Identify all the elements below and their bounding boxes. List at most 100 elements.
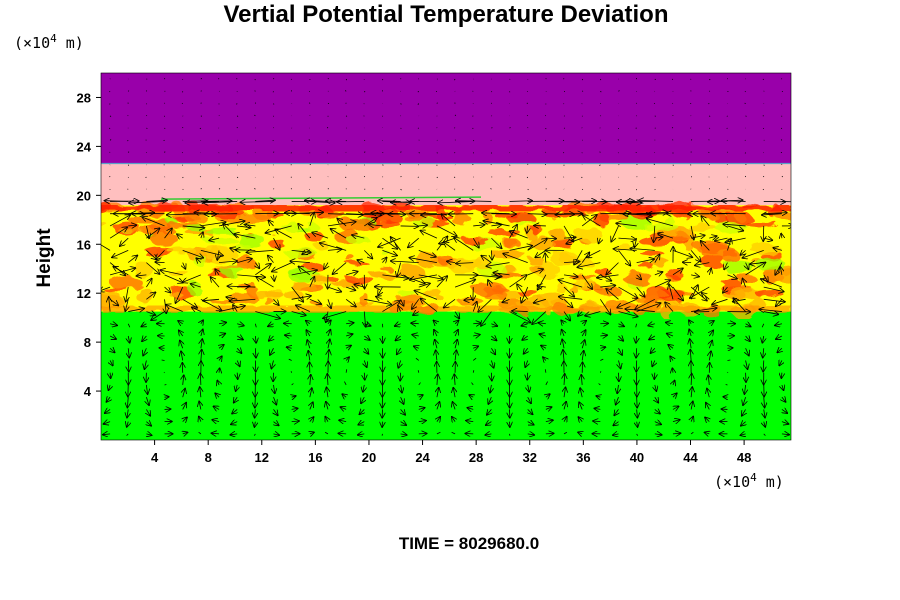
wind-vector: [127, 256, 137, 263]
wind-vector: [398, 306, 400, 311]
wind-vector: [649, 336, 656, 339]
wind-vector: [763, 164, 765, 166]
wind-vector: [690, 250, 700, 261]
wind-vector: [690, 431, 694, 435]
wind-vector: [103, 434, 111, 435]
wind-vector: [563, 431, 568, 435]
wind-vector: [707, 389, 709, 398]
wind-vector: [292, 396, 296, 397]
wind-vector: [780, 267, 782, 275]
turbulence-blob: [474, 255, 491, 270]
wind-vector: [199, 176, 202, 178]
y-tick-label: 24: [77, 139, 92, 154]
turbulence-blob: [559, 250, 577, 266]
turbulence-blob: [622, 272, 653, 285]
wind-vector: [364, 336, 369, 340]
wind-vector: [581, 253, 589, 263]
wind-vector: [236, 188, 238, 191]
wind-vector: [597, 275, 619, 278]
wind-vector: [327, 188, 329, 190]
wind-vector: [255, 335, 256, 343]
wind-vector: [526, 102, 528, 104]
wind-vector: [524, 348, 528, 353]
wind-vector: [436, 350, 437, 361]
wind-vector: [401, 422, 407, 425]
wind-vector: [563, 299, 572, 307]
wind-vector: [654, 280, 670, 288]
wind-vector: [364, 151, 366, 153]
wind-vector: [669, 284, 674, 300]
wind-vector: [781, 434, 789, 435]
wind-vector: [472, 188, 474, 191]
wind-vector: [254, 90, 256, 92]
wind-vector: [763, 286, 784, 291]
wind-vector: [763, 348, 764, 357]
wind-vector: [763, 312, 778, 315]
turbulence-blob: [457, 297, 484, 305]
wind-vector: [104, 422, 111, 424]
wind-vector: [185, 201, 220, 202]
wind-vector: [599, 238, 601, 243]
wind-vector: [326, 127, 329, 129]
wind-vector: [296, 305, 310, 312]
wind-vector: [510, 231, 528, 239]
wind-vector: [341, 407, 347, 409]
wind-vector: [237, 324, 244, 326]
turbulence-blob: [172, 286, 183, 292]
wind-vector: [763, 213, 787, 214]
wind-vector: [585, 311, 601, 316]
wind-vector: [109, 336, 116, 339]
wind-vector: [418, 421, 426, 422]
wind-vector: [254, 114, 256, 117]
wind-vectors: [101, 77, 791, 436]
wind-vector: [466, 421, 474, 422]
wind-vector: [635, 298, 655, 309]
wind-vector: [491, 324, 497, 326]
wind-vector: [364, 298, 391, 304]
wind-vector: [521, 324, 528, 326]
wind-vector: [648, 324, 655, 326]
wind-vector: [473, 225, 484, 226]
wind-vector: [562, 340, 564, 349]
wind-vector: [182, 250, 203, 257]
wind-vector: [762, 214, 782, 215]
wind-vector: [128, 335, 129, 343]
turbulence-blob: [715, 222, 749, 234]
wind-vector: [382, 164, 384, 166]
wind-vector: [617, 298, 637, 307]
wind-vector: [543, 357, 546, 360]
wind-vector: [491, 224, 501, 225]
wind-vector: [727, 225, 743, 231]
wind-vector: [651, 348, 655, 353]
x-axis-ticks: 4 8 12 16 20 24 28 32 36 40 44 48: [151, 440, 751, 465]
turbulence-blob: [574, 226, 603, 243]
wind-vector: [127, 323, 131, 328]
wind-vector: [127, 90, 130, 92]
turbulence-blob: [744, 221, 779, 227]
turbulence-blob: [450, 213, 472, 224]
wind-vector: [527, 214, 547, 215]
wind-vector: [320, 243, 347, 251]
wind-vector: [472, 357, 477, 361]
turbulence-blob: [398, 288, 417, 297]
turbulence-blob: [556, 282, 566, 295]
turbulent-top-edge: [101, 205, 791, 212]
wind-vector: [436, 176, 438, 179]
wind-vector: [619, 324, 624, 327]
wind-vector: [482, 213, 510, 214]
wind-vector: [581, 78, 584, 81]
wind-vector: [342, 394, 346, 397]
wind-vector: [415, 357, 420, 361]
wind-vector: [273, 237, 280, 250]
wind-vector: [762, 127, 765, 130]
wind-vector: [382, 250, 396, 255]
wind-vector: [582, 321, 586, 324]
wind-vector: [532, 311, 547, 325]
wind-vector: [344, 381, 347, 386]
x-tick-label: 8: [205, 450, 212, 465]
wind-vector: [596, 396, 600, 397]
wind-vector: [198, 431, 202, 435]
wind-vector: [617, 384, 618, 393]
wind-vector: [183, 389, 185, 398]
wind-vector: [310, 417, 314, 421]
